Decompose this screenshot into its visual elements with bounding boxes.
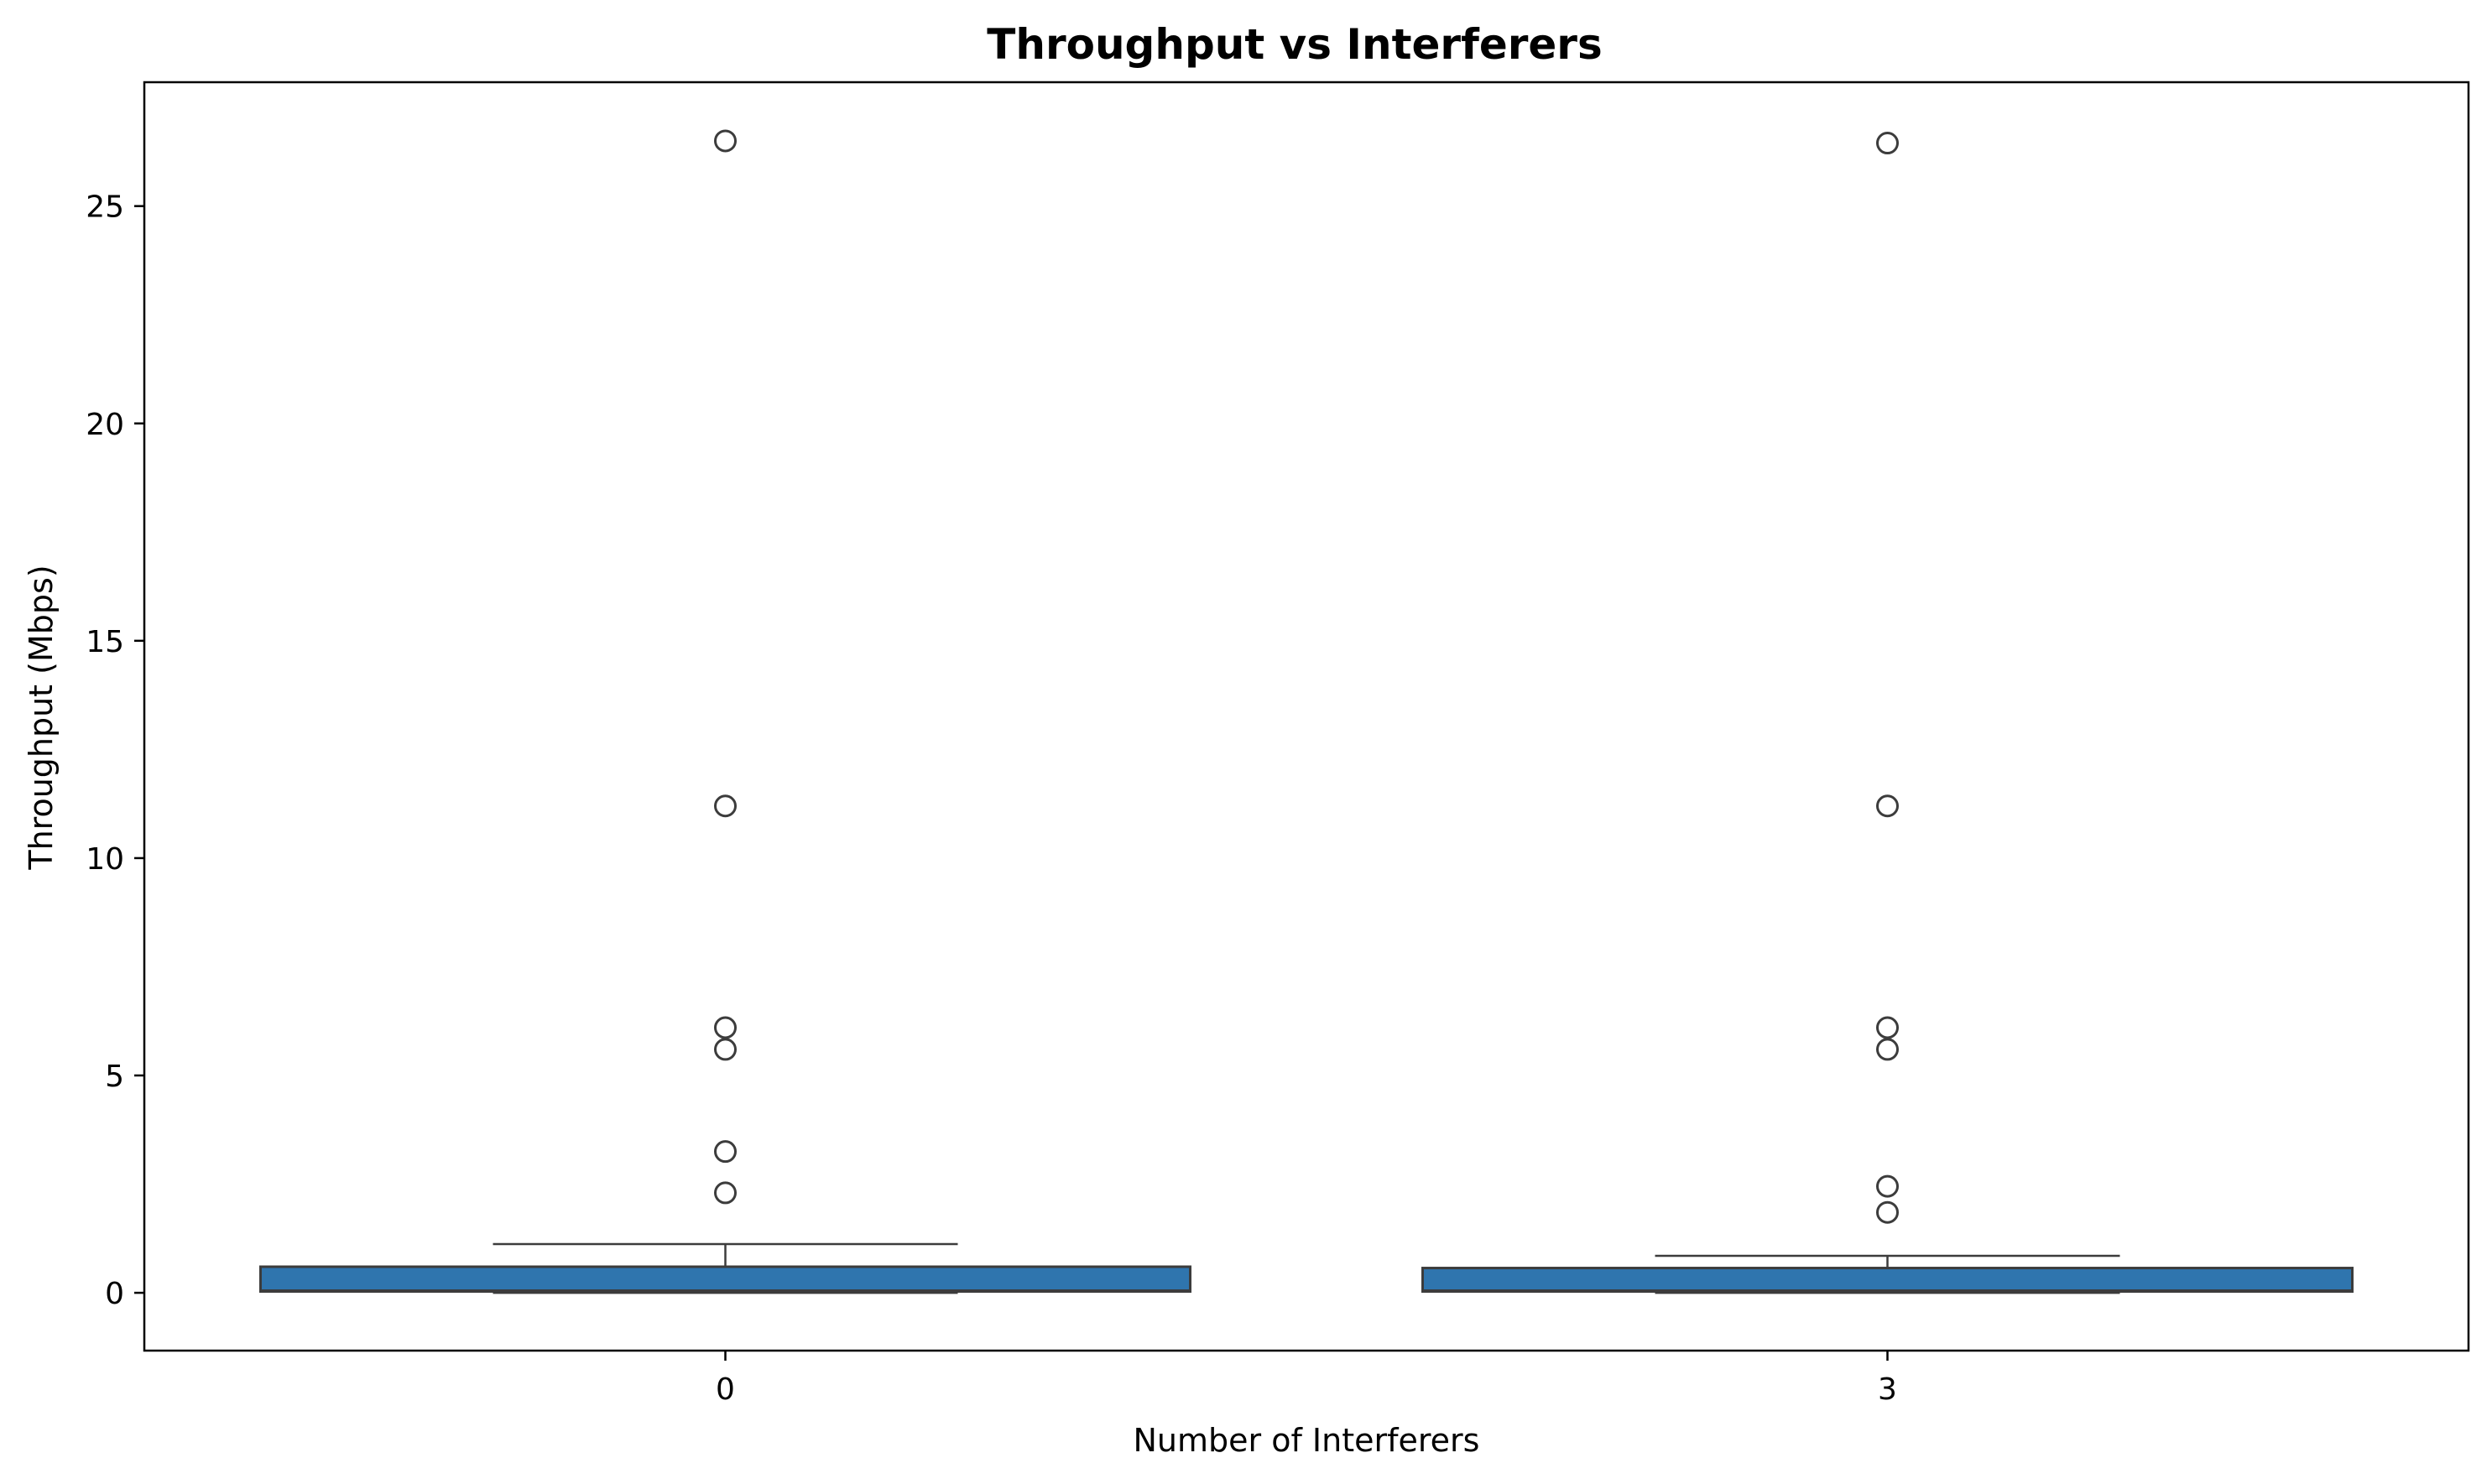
box-group xyxy=(1421,132,2354,1294)
outlier-point xyxy=(714,1038,737,1061)
outlier-point xyxy=(714,129,737,153)
y-tick-label: 5 xyxy=(105,1060,124,1094)
y-axis: 0 5 10 15 20 25 xyxy=(86,190,144,1311)
y-tick-label: 15 xyxy=(86,625,124,659)
y-tick-label: 10 xyxy=(86,842,124,877)
box xyxy=(1421,1267,2354,1294)
outlier-point xyxy=(714,1181,737,1205)
y-tick-label: 25 xyxy=(86,190,124,225)
outlier-point xyxy=(714,794,737,818)
outlier-point xyxy=(1876,1174,1899,1198)
plot-frame xyxy=(143,81,2470,1352)
outlier-point xyxy=(1876,794,1899,818)
plot-content xyxy=(259,129,2354,1294)
box xyxy=(259,1265,1191,1294)
y-tick-label: 20 xyxy=(86,408,124,442)
outlier-point xyxy=(1876,132,1899,155)
box-group xyxy=(259,129,1191,1294)
chart-title: Throughput vs Interferers xyxy=(987,20,1602,69)
outlier-point xyxy=(1876,1038,1899,1061)
outlier-point xyxy=(714,1016,737,1039)
x-tick-label: 0 xyxy=(716,1372,735,1407)
outlier-point xyxy=(1876,1016,1899,1039)
outlier-point xyxy=(714,1140,737,1164)
y-axis-label: Throughput (Mbps) xyxy=(23,565,60,870)
x-tick-label: 3 xyxy=(1878,1372,1897,1407)
outlier-point xyxy=(1876,1200,1899,1224)
x-axis-label: Number of Interferers xyxy=(1134,1422,1480,1459)
y-tick-label: 0 xyxy=(105,1277,124,1311)
